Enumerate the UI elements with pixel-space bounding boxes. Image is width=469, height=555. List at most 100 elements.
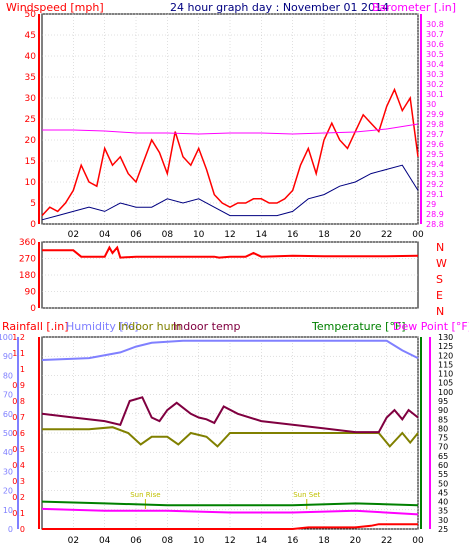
direction-tick-label: 90 <box>25 288 37 298</box>
barometer-tick-label: 29 <box>426 200 436 209</box>
humidity-tick-label: 70 <box>3 391 13 400</box>
humidity-tick-label: 90 <box>3 352 13 361</box>
temp-tick-label: 55 <box>438 470 448 479</box>
wind-x-tick-label: 20 <box>350 230 362 240</box>
humidity-tick-label: 20 <box>3 487 13 496</box>
wind-x-tick-label: 08 <box>162 230 174 240</box>
wind-series-line-2 <box>42 123 419 135</box>
direction-tick-label: 180 <box>19 271 36 281</box>
climate-x-tick-label: 12 <box>224 536 235 546</box>
barometer-axis-title: Barometer [.in] <box>372 1 456 14</box>
humidity-tick-label: 50 <box>3 429 13 438</box>
barometer-tick-label: 30.1 <box>426 90 444 99</box>
temp-tick-label: 80 <box>438 424 448 433</box>
wind-tick-label: 30 <box>25 94 37 104</box>
wind-tick-label: 0 <box>30 220 36 230</box>
wind-tick-label: 45 <box>25 31 36 41</box>
temp-tick-label: 65 <box>438 452 448 461</box>
barometer-tick-label: 29.3 <box>426 170 444 179</box>
wind-x-tick-label: 14 <box>256 230 268 240</box>
wind-x-tick-label: 00 <box>412 230 424 240</box>
humidity-tick-label: 80 <box>3 371 13 380</box>
temp-tick-label: 110 <box>438 370 453 379</box>
direction-tick-label: 360 <box>19 238 36 248</box>
barometer-tick-label: 29.7 <box>426 130 444 139</box>
climate-x-tick-label: 16 <box>287 536 299 546</box>
barometer-tick-label: 29.1 <box>426 190 444 199</box>
temp-tick-label: 100 <box>438 388 453 397</box>
sunset-label: Sun Set <box>293 491 320 499</box>
temp-tick-label: 35 <box>438 507 448 516</box>
humidity-label: Humidity [%] <box>66 320 138 333</box>
barometer-tick-label: 30.2 <box>426 80 444 89</box>
temp-tick-label: 85 <box>438 415 448 424</box>
temperature-label: Temperature [°F] <box>311 320 406 333</box>
climate-x-tick-label: 08 <box>162 536 174 546</box>
climate-x-tick-label: 20 <box>350 536 362 546</box>
climate-x-tick-label: 14 <box>256 536 268 546</box>
temp-tick-label: 105 <box>438 379 453 388</box>
compass-n-bottom: N <box>436 305 444 318</box>
climate-series-line-3 <box>41 500 419 507</box>
barometer-tick-label: 29.6 <box>426 140 444 149</box>
temp-tick-label: 90 <box>438 406 448 415</box>
temp-tick-label: 45 <box>438 488 448 497</box>
climate-x-tick-label: 00 <box>412 536 424 546</box>
barometer-tick-label: 30.6 <box>426 40 444 49</box>
humidity-tick-label: 0 <box>8 525 13 534</box>
rainfall-label: Rainfall [.in] <box>2 320 69 333</box>
wind-tick-label: 40 <box>25 52 37 62</box>
barometer-tick-label: 29.5 <box>426 150 444 159</box>
wind-x-tick-label: 12 <box>224 230 235 240</box>
barometer-tick-label: 30.7 <box>426 30 444 39</box>
climate-x-tick-label: 22 <box>381 536 392 546</box>
indoor-temp-label: Indoor temp <box>173 320 240 333</box>
wind-x-tick-label: 18 <box>318 230 330 240</box>
temp-tick-label: 125 <box>438 342 453 351</box>
barometer-tick-label: 29.2 <box>426 180 444 189</box>
compass-w: W <box>436 257 447 270</box>
climate-x-tick-label: 06 <box>130 536 142 546</box>
climate-series-line-4 <box>41 507 419 516</box>
climate-series-line-0 <box>41 339 419 361</box>
temp-tick-label: 70 <box>438 443 448 452</box>
wind-x-tick-label: 16 <box>287 230 299 240</box>
temp-tick-label: 75 <box>438 434 448 443</box>
indoor-hum-label: Indoor hum <box>118 320 181 333</box>
wind-x-tick-label: 10 <box>193 230 205 240</box>
barometer-tick-label: 30 <box>426 100 436 109</box>
sunrise-label: Sun Rise <box>130 491 160 499</box>
compass-e: E <box>436 289 443 302</box>
climate-series-line-5 <box>42 523 418 530</box>
temp-tick-label: 50 <box>438 479 448 488</box>
dewpoint-label: Dew Point [°F] <box>393 320 469 333</box>
rain-tick-label: 1 <box>20 365 25 374</box>
temp-tick-label: 60 <box>438 461 448 470</box>
humidity-tick-label: 60 <box>3 410 13 419</box>
wind-x-tick-label: 04 <box>99 230 111 240</box>
wind-axis-title: Windspeed [mph] <box>6 1 104 14</box>
direction-panel-frame <box>41 241 419 309</box>
barometer-tick-label: 29.8 <box>426 120 444 129</box>
climate-series-line-1 <box>42 426 419 448</box>
temp-tick-label: 25 <box>438 525 448 534</box>
compass-n-top: N <box>436 241 444 254</box>
barometer-tick-label: 28.8 <box>426 220 444 229</box>
direction-tick-label: 0 <box>30 304 36 314</box>
wind-series-line-1 <box>41 164 419 221</box>
wind-tick-label: 35 <box>25 73 36 83</box>
climate-x-tick-label: 18 <box>318 536 330 546</box>
climate-x-tick-label: 02 <box>68 536 79 546</box>
barometer-tick-label: 30.5 <box>426 50 444 59</box>
wind-tick-label: 10 <box>25 178 37 188</box>
humidity-tick-label: 100 <box>0 333 13 342</box>
climate-x-tick-label: 04 <box>99 536 111 546</box>
wind-x-tick-label: 02 <box>68 230 79 240</box>
wind-tick-label: 50 <box>25 10 37 20</box>
barometer-tick-label: 29.9 <box>426 110 444 119</box>
barometer-tick-label: 30.4 <box>426 60 444 69</box>
wind-x-tick-label: 22 <box>381 230 392 240</box>
temp-tick-label: 30 <box>438 516 448 525</box>
humidity-tick-label: 10 <box>3 506 13 515</box>
